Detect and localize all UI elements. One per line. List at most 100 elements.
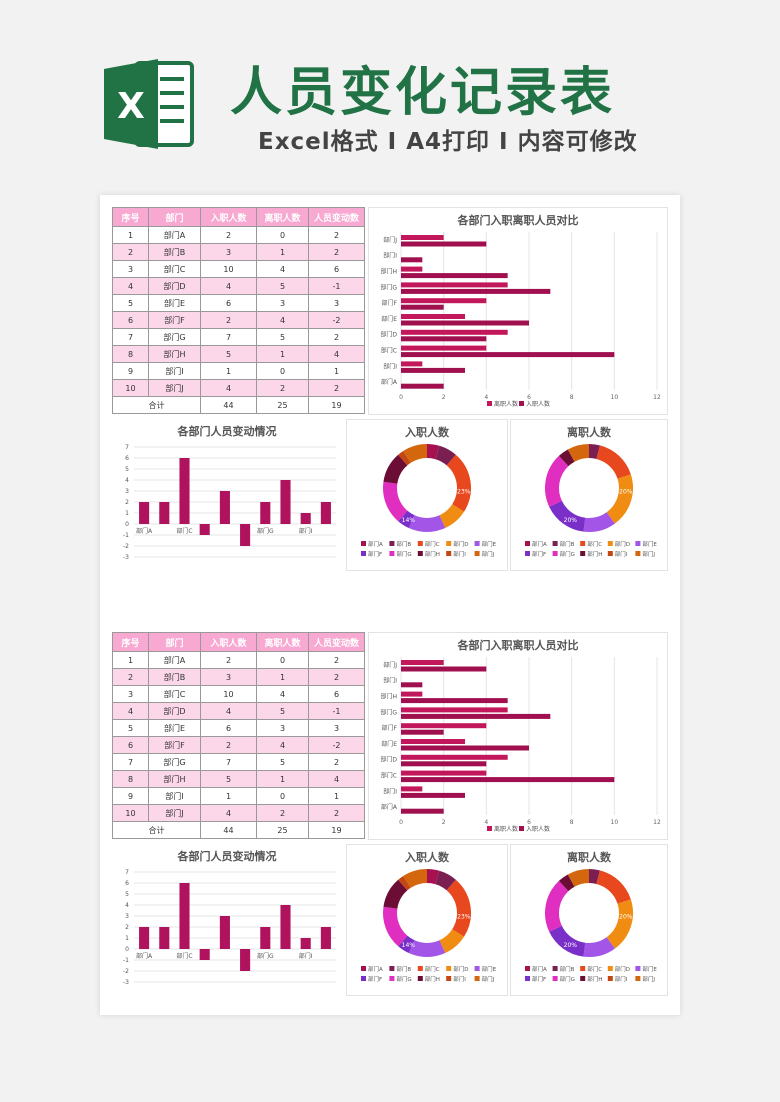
legend-swatch xyxy=(552,976,558,981)
cell-change: 2 xyxy=(308,651,365,669)
bar-leave xyxy=(401,282,508,288)
bar xyxy=(320,927,331,949)
cell-hires: 4 xyxy=(200,702,257,720)
hires-donut-title: 入职人数 xyxy=(405,851,449,864)
logo-letter: X xyxy=(117,86,145,127)
change-chart-title: 各部门人员变动情况 xyxy=(177,425,277,438)
x-tick-label: 部门C xyxy=(176,527,192,535)
legend-label: 部门J xyxy=(482,550,495,558)
legend-swatch xyxy=(389,541,395,546)
donut-slice xyxy=(435,445,456,466)
cell-index: 9 xyxy=(112,362,149,380)
legend-label: 部门D xyxy=(615,965,630,973)
legend-label: 部门J xyxy=(642,550,655,558)
cell-leaves: 5 xyxy=(256,702,309,720)
donut-label: 20% xyxy=(564,942,578,949)
bar xyxy=(179,883,190,949)
legend-label: 部门B xyxy=(560,965,575,973)
cell-change: 4 xyxy=(308,770,365,788)
cell-change: 3 xyxy=(308,294,365,312)
donut-slice xyxy=(596,445,631,480)
cell-leaves: 4 xyxy=(256,260,309,278)
legend-label: 部门F xyxy=(532,975,546,983)
legend-swatch xyxy=(607,541,613,546)
table-row: 4 部门D 4 5 -1 xyxy=(112,277,365,295)
legend-swatch xyxy=(474,966,480,971)
legend-label: 部门I xyxy=(615,550,628,558)
donut-slice xyxy=(383,906,408,947)
bar xyxy=(199,949,210,960)
cell-change: -2 xyxy=(308,736,365,754)
bar-leave xyxy=(401,235,444,240)
bar-leave xyxy=(401,707,508,713)
hires-donut-panel: 入职人数 23% 14% 部门A 部门B 部门C 部门D 部门E 部门F 部门G 部门H 部门I 部门… xyxy=(346,844,508,996)
legend-swatch-leave xyxy=(487,826,492,831)
bar xyxy=(260,502,271,524)
cell-hires: 2 xyxy=(200,736,257,754)
legend-swatch xyxy=(474,541,480,546)
bar-hire xyxy=(401,666,487,672)
legend-label-leave: 离职人数 xyxy=(494,400,518,408)
legend-label: 部门E xyxy=(482,965,497,973)
legend-label: 部门B xyxy=(396,540,411,548)
legend-swatch xyxy=(580,541,586,546)
legend-label: 部门C xyxy=(425,965,440,973)
y-tick-label: 6 xyxy=(125,455,129,462)
donut-slice xyxy=(426,444,440,460)
legend-label: 部门A xyxy=(368,965,383,973)
y-tick-label: 部门I xyxy=(383,677,397,685)
table-row: 10 部门J 4 2 2 xyxy=(112,804,365,822)
cell-index: 9 xyxy=(112,787,149,805)
table-row: 8 部门H 5 1 4 xyxy=(112,345,365,363)
legend-swatch xyxy=(607,976,613,981)
cell-hires: 10 xyxy=(200,260,257,278)
legend-label: 部门A xyxy=(368,540,383,548)
cell-dept: 部门A xyxy=(148,226,201,244)
legend-label: 部门E xyxy=(642,965,657,973)
bar-leave xyxy=(401,739,465,744)
legend-swatch xyxy=(361,551,366,556)
legend-swatch xyxy=(389,966,395,971)
y-tick-label: 6 xyxy=(125,880,129,887)
cell-leaves: 2 xyxy=(256,804,309,822)
change-chart-panel: 各部门人员变动情况 -3 -2 -1 0 1 2 3 4 5 6 7 部门A 部门C 部门G 部门I xyxy=(112,844,342,994)
compare-chart: 0 2 4 6 8 10 12 部门A 部门I 部门C 部门D 部门E 部门F 部门G 部门H 部门I 部门J 离… xyxy=(380,657,661,833)
cell-change: -1 xyxy=(308,277,365,295)
legend-swatch xyxy=(525,551,530,556)
bar-hire xyxy=(401,352,615,358)
bar-hire xyxy=(401,713,551,719)
legend-swatch xyxy=(580,966,586,971)
cell-index: 2 xyxy=(112,243,149,261)
x-tick-label: 部门I xyxy=(299,527,313,535)
donut-slice xyxy=(567,869,590,887)
cell-change: 2 xyxy=(308,753,365,771)
total-change: 19 xyxy=(308,396,365,414)
y-tick-label: 部门H xyxy=(380,268,397,276)
cell-change: 2 xyxy=(308,226,365,244)
y-tick-label: 部门J xyxy=(383,661,397,669)
cell-hires: 1 xyxy=(200,787,257,805)
bar-hire xyxy=(401,273,508,279)
cell-hires: 10 xyxy=(200,685,257,703)
legend-label: 部门D xyxy=(453,965,468,973)
cell-change: 2 xyxy=(308,804,365,822)
table-row: 8 部门H 5 1 4 xyxy=(112,770,365,788)
legend-label: 部门C xyxy=(425,540,440,548)
legend-swatch xyxy=(580,976,586,981)
cell-index: 8 xyxy=(112,345,149,363)
bar-hire xyxy=(401,682,423,688)
legend-swatch xyxy=(417,966,423,971)
table-row: 1 部门A 2 0 2 xyxy=(112,226,365,244)
cell-dept: 部门G xyxy=(148,753,201,771)
bar xyxy=(240,949,251,971)
total-leaves: 25 xyxy=(256,821,309,839)
legend-swatch xyxy=(635,966,641,971)
cell-hires: 3 xyxy=(200,668,257,686)
legend-label: 部门E xyxy=(482,540,497,548)
legend-swatch xyxy=(361,541,366,546)
y-tick-label: 部门H xyxy=(380,693,397,701)
donut-label: 20% xyxy=(619,914,633,921)
cell-dept: 部门D xyxy=(148,702,201,720)
total-hires: 44 xyxy=(200,396,257,414)
bar-leave xyxy=(401,314,465,319)
